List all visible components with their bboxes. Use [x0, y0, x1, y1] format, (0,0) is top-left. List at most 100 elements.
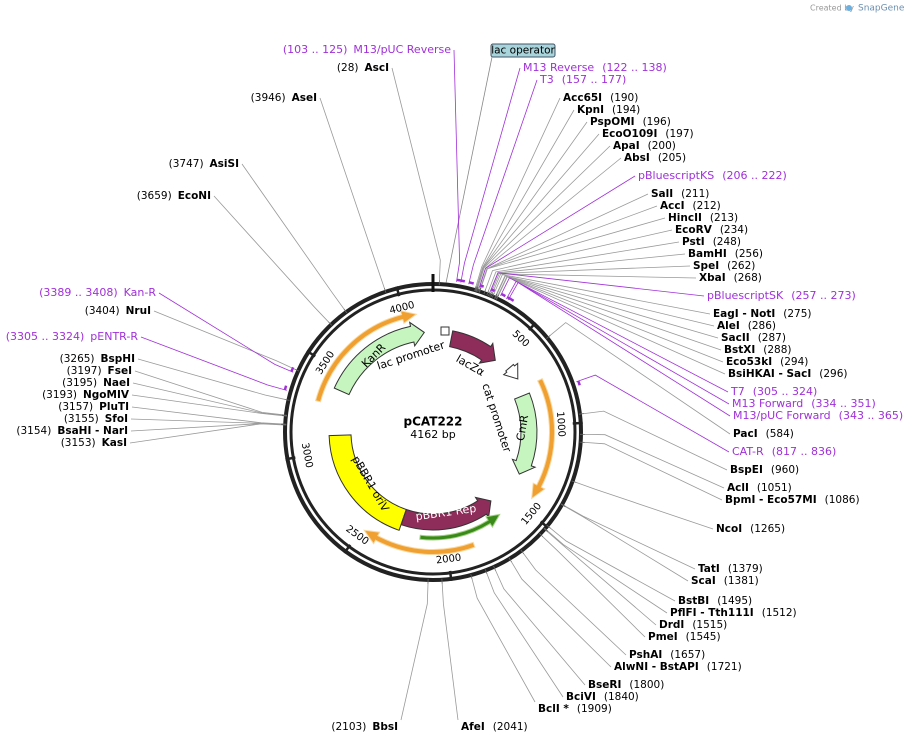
plasmid-size: 4162 bp	[410, 428, 455, 441]
site-name: BsiHKAI - SacI	[728, 368, 811, 380]
site-position: (1721)	[707, 661, 742, 673]
leader-line	[478, 134, 600, 287]
site-label: PspOMI(196)	[590, 116, 671, 128]
site-label: (3946)AseI	[251, 92, 317, 104]
site-position: (584)	[766, 428, 794, 440]
primer-name: Kan-R	[124, 286, 157, 299]
site-position: (268)	[734, 272, 762, 284]
leader-line	[566, 506, 695, 569]
site-name: NcoI	[716, 523, 742, 535]
ruler-label: 3000	[299, 442, 314, 469]
site-position: (262)	[727, 260, 755, 272]
site-position: (1379)	[728, 563, 763, 575]
site-position: (3265)	[60, 353, 95, 365]
site-position: (286)	[748, 320, 776, 332]
site-label: AfeI (2041)	[461, 721, 528, 733]
primer-range: (103 .. 125)	[283, 43, 348, 56]
cat-promoter-arrow	[504, 363, 518, 379]
site-label: HincII (213)	[668, 212, 738, 224]
leader-line	[489, 242, 679, 291]
primer-label: pBluescriptKS(206 .. 222)	[638, 169, 787, 182]
site-name: BamHI	[688, 248, 727, 260]
site-position: (213)	[710, 212, 738, 224]
site-name: AfeI	[461, 721, 485, 733]
primer-name: T3	[539, 73, 554, 86]
site-position: (296)	[819, 368, 847, 380]
primer-mark	[291, 367, 293, 371]
site-label: PstI(248)	[682, 236, 741, 248]
primer-name: pBluescriptSK	[707, 289, 784, 302]
site-label: (3265)BspHI	[60, 353, 135, 365]
site-name: AscI	[364, 62, 389, 74]
primer-mark	[461, 281, 465, 282]
primer-range: (206 .. 222)	[722, 169, 787, 182]
primer-name: M13/pUC Forward	[733, 409, 831, 422]
leader-line	[214, 196, 328, 322]
primer-mark	[509, 298, 513, 301]
site-name: TatI	[698, 563, 720, 575]
primer-mark	[578, 381, 579, 385]
site-name: PspOMI	[590, 116, 635, 128]
site-label: DrdI(1515)	[659, 619, 727, 631]
lac-operator-label: lac operator	[491, 45, 555, 57]
site-label: BciVI(1840)	[566, 691, 639, 703]
brand-icon	[846, 5, 852, 11]
primer-range: (3389 .. 3408)	[39, 286, 118, 299]
site-name: HincII	[668, 212, 702, 224]
site-position: (2041)	[493, 721, 528, 733]
site-label: XbaI (268)	[699, 272, 762, 284]
leader-line	[392, 68, 440, 280]
leader-line	[320, 98, 384, 288]
ruler-label: 2000	[435, 553, 462, 567]
lac-promoter-mark	[441, 327, 449, 335]
site-position: (3747)	[169, 158, 204, 170]
site-position: (3946)	[251, 92, 286, 104]
site-name: BbsI	[372, 721, 398, 733]
leader-line	[512, 562, 611, 667]
leader-line	[442, 584, 458, 720]
site-label: (3155)SfoI	[64, 413, 128, 425]
site-position: (205)	[658, 152, 686, 164]
site-position: (3153)	[61, 437, 96, 449]
site-position: (1545)	[686, 631, 721, 643]
primer-range: (257 .. 273)	[791, 289, 856, 302]
site-position: (1512)	[762, 607, 797, 619]
primer-mark	[501, 294, 505, 296]
site-name: XbaI	[699, 272, 726, 284]
site-position: (1381)	[724, 575, 759, 587]
site-position: (3195)	[62, 377, 97, 389]
site-label: BstBI(1495)	[678, 595, 752, 607]
site-name: KpnI	[577, 104, 604, 116]
primer-name: M13/pUC Reverse	[353, 43, 451, 56]
site-label: Acc65I (190)	[563, 92, 638, 104]
site-label: (2103) BbsI	[331, 721, 398, 733]
site-label: AleI(286)	[717, 320, 776, 332]
site-label: PshAI(1657)	[629, 649, 705, 661]
leader-line	[461, 68, 520, 283]
ruler-tick	[450, 571, 451, 581]
leader-line	[131, 419, 281, 424]
site-name: Acc65I	[563, 92, 602, 104]
site-label: BpmI - Eco57MI(1086)	[725, 494, 860, 506]
site-name: SacII	[721, 332, 750, 344]
site-name: SalI	[651, 188, 673, 200]
primer-label: M13/pUC Forward(343 .. 365)	[733, 409, 903, 422]
primer-range: (817 .. 836)	[772, 445, 837, 458]
site-name: FseI	[108, 365, 132, 377]
site-position: (234)	[720, 224, 748, 236]
site-name: PshAI	[629, 649, 662, 661]
site-name: PluTI	[99, 401, 129, 413]
leader-line	[487, 574, 563, 697]
leader-line	[524, 554, 626, 655]
site-label: (3153)KasI	[61, 437, 127, 449]
primer-label: (3389 .. 3408) Kan-R	[39, 286, 156, 299]
leader-line	[585, 442, 722, 500]
site-position: (275)	[783, 308, 811, 320]
site-position: (190)	[610, 92, 638, 104]
site-label: ScaI(1381)	[691, 575, 759, 587]
site-position: (2103)	[331, 721, 366, 733]
leader-line	[133, 383, 282, 415]
leader-line	[576, 483, 713, 530]
site-label: KpnI(194)	[577, 104, 640, 116]
site-position: (3193)	[42, 389, 77, 401]
